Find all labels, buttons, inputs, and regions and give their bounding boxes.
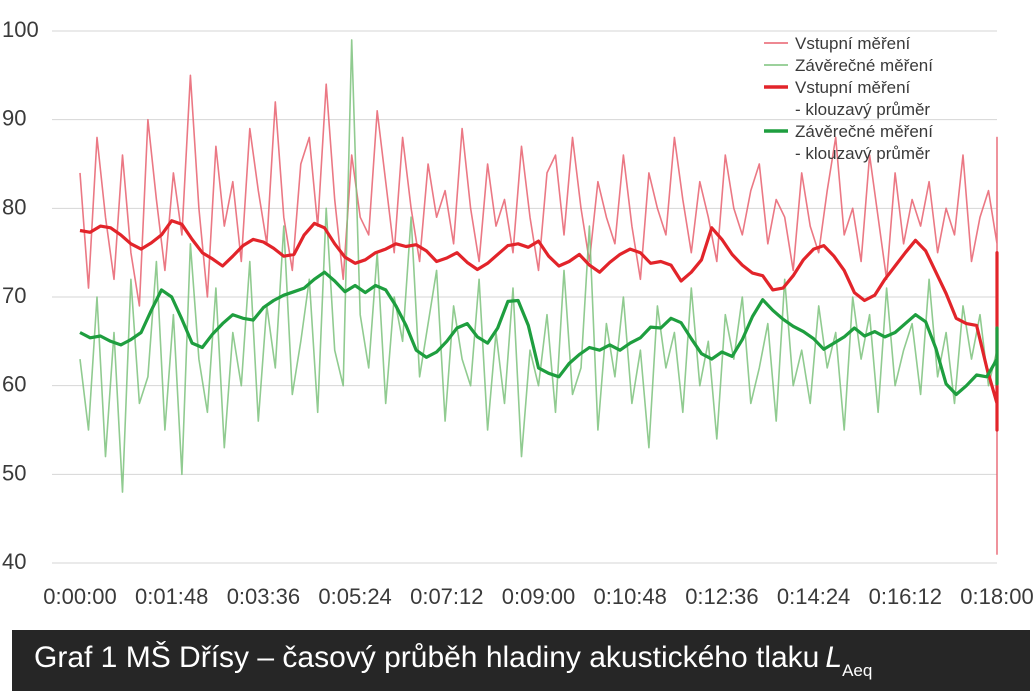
y-axis-tick-labels: 100 90 80 70 60 50 40: [2, 17, 39, 574]
x-axis-tick-labels: 0:00:00 0:01:48 0:03:36 0:05:24 0:07:12 0:09:…: [43, 584, 1033, 609]
x-tick-label: 0:09:00: [502, 584, 575, 609]
legend-entry-line: - klouzavý průměr: [795, 144, 930, 163]
x-tick-label: 0:14:24: [777, 584, 850, 609]
chart-area: 100 90 80 70 60 50 40 0:00:00 0:01:48 0:03:36 0:0…: [2, 17, 1034, 609]
y-tick-label: 80: [2, 194, 26, 219]
y-tick-label: 40: [2, 549, 26, 574]
figure-caption-bar: Graf 1 MŠ Dřísy – časový průběh hladiny …: [12, 630, 1030, 691]
caption-symbol: LAeq: [825, 640, 872, 680]
x-tick-label: 0:05:24: [318, 584, 391, 609]
x-tick-label: 0:01:48: [135, 584, 208, 609]
series-layer: [79, 39, 999, 555]
caption-main-text: Graf 1 MŠ Dřísy – časový průběh hladiny …: [34, 640, 820, 674]
x-tick-label: 0:10:48: [593, 584, 666, 609]
y-tick-label: 50: [2, 460, 26, 485]
x-tick-label: 0:18:00: [960, 584, 1033, 609]
y-tick-label: 90: [2, 106, 26, 131]
caption-symbol-letter: L: [825, 640, 843, 674]
series-line-moving-average-3: [79, 270, 999, 397]
legend-entry-label: Závěrečné měření: [795, 56, 933, 75]
caption-subscript: Aeq: [842, 660, 873, 680]
legend-entry-label: Vstupní měření: [795, 34, 911, 53]
figure-caption: Graf 1 MŠ Dřísy – časový průběh hladiny …: [34, 641, 872, 681]
y-tick-label: 60: [2, 372, 26, 397]
y-tick-label: 100: [2, 17, 39, 42]
chart-legend: Vstupní měření Závěrečné měření Vstupní mě…: [764, 34, 933, 163]
legend-entry-line: - klouzavý průměr: [795, 100, 930, 119]
y-tick-label: 70: [2, 283, 26, 308]
legend-entry-line: Vstupní měření: [795, 34, 911, 53]
legend-entry-line: Závěrečné měření: [795, 56, 933, 75]
legend-entry-line: Závěrečné měření: [795, 122, 933, 141]
legend-entry-label: Závěrečné měření - klouzavý průměr: [795, 122, 933, 163]
x-tick-label: 0:16:12: [869, 584, 942, 609]
x-tick-label: 0:07:12: [410, 584, 483, 609]
x-tick-label: 0:00:00: [43, 584, 116, 609]
x-tick-label: 0:12:36: [685, 584, 758, 609]
legend-entry-label: Vstupní měření - klouzavý průměr: [795, 78, 930, 119]
legend-entry-line: Vstupní měření: [795, 78, 911, 97]
x-tick-label: 0:03:36: [227, 584, 300, 609]
